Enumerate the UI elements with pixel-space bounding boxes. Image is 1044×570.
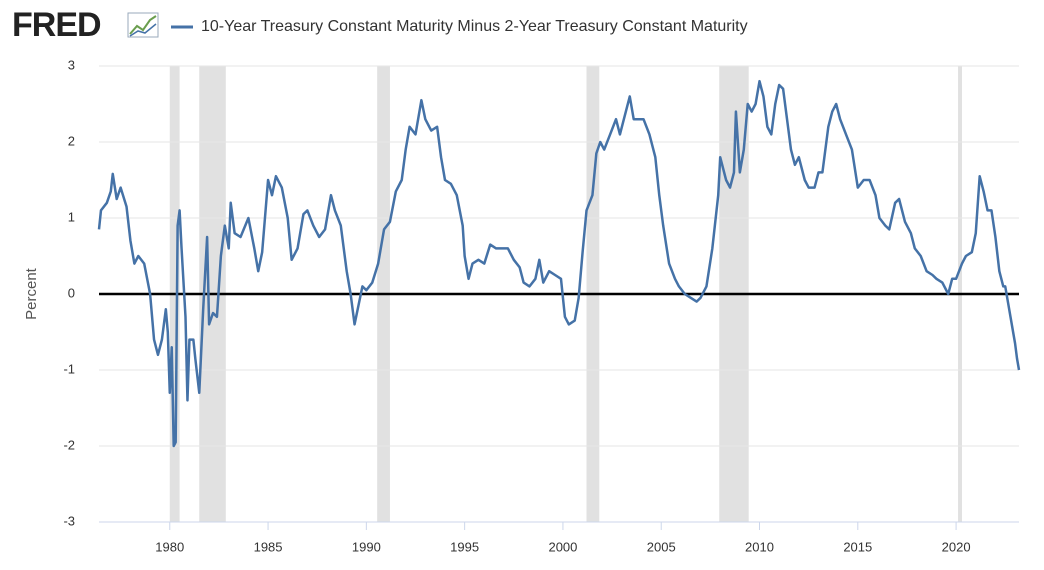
y-tick-label: 2	[68, 133, 75, 148]
x-tick-label: 1995	[450, 539, 479, 554]
logo: FRED	[12, 6, 101, 44]
y-tick-label: 1	[68, 209, 75, 224]
y-tick-label: -3	[63, 513, 75, 528]
y-tick-label: -1	[63, 361, 75, 376]
x-tick-label: 2015	[843, 539, 872, 554]
x-tick-label: 1980	[155, 539, 184, 554]
x-tick-label: 2000	[548, 539, 577, 554]
y-tick-label: -2	[63, 437, 75, 452]
legend-label: 10-Year Treasury Constant Maturity Minus…	[201, 18, 748, 35]
y-tick-label: 0	[68, 285, 75, 300]
y-axis-label: Percent	[23, 267, 40, 320]
x-tick-label: 2005	[647, 539, 676, 554]
x-tick-label: 1985	[254, 539, 283, 554]
x-tick-label: 1990	[352, 539, 381, 554]
y-tick-label: 3	[68, 57, 75, 72]
series-line	[97, 79, 1021, 448]
x-tick-label: 2020	[942, 539, 971, 554]
logo-icon	[127, 12, 159, 38]
x-tick-label: 2010	[745, 539, 774, 554]
